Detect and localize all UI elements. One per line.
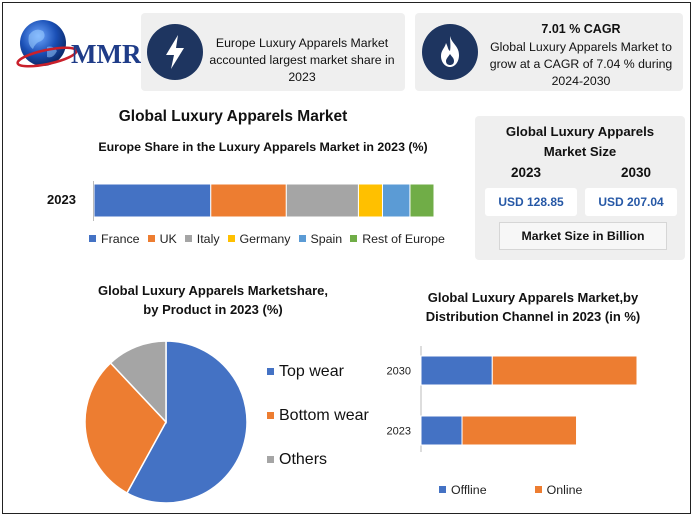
market-size-value-2030: USD 207.04	[585, 188, 677, 216]
europe-bar-segment-italy	[285, 184, 359, 217]
pie-legend-label: Others	[279, 451, 328, 468]
europe-legend-swatch	[147, 235, 155, 242]
globe-icon	[16, 20, 78, 68]
europe-bar-segment-rest-of-europe	[409, 184, 434, 217]
pie-chart-legend: Top wear Bottom wear Others	[267, 363, 377, 495]
europe-share-bar-chart	[94, 184, 434, 217]
flame-icon	[422, 24, 478, 80]
pie-slice-bottom-wear	[84, 361, 167, 495]
pie-legend-swatch	[267, 456, 274, 463]
market-size-unit-label: Market Size in Billion	[499, 222, 667, 250]
europe-legend-label: Spain	[310, 232, 343, 246]
channel-bar-offline-2023	[420, 415, 463, 446]
pie-legend-item-bottom-wear: Bottom wear	[267, 407, 377, 425]
europe-legend-item-uk: UK	[147, 232, 177, 246]
market-size-panel: Global Luxury Apparels Market Size 2023 …	[475, 116, 685, 260]
channel-legend-swatch	[439, 486, 446, 493]
channel-bar-online-2030	[491, 355, 638, 386]
europe-share-text: Europe Luxury Apparels Market accounted …	[209, 36, 395, 84]
pie-slice-top-wear	[125, 340, 248, 504]
product-pie-chart	[84, 340, 248, 504]
europe-bar-segment-france	[94, 184, 212, 217]
europe-legend-swatch	[184, 235, 192, 242]
market-size-year-2030: 2030	[621, 165, 652, 180]
pie-chart-title: Global Luxury Apparels Marketshare, by P…	[98, 283, 328, 317]
europe-legend-item-rest-of-europe: Rest of Europe	[350, 232, 445, 246]
europe-legend-swatch	[350, 235, 358, 242]
channel-bar-offline-2030	[420, 355, 493, 386]
europe-bar-segment-spain	[381, 184, 411, 217]
channel-category-label: 2030	[387, 366, 411, 378]
lightning-icon	[147, 24, 203, 80]
pie-slice-others	[109, 340, 167, 424]
europe-share-card: Europe Luxury Apparels Market accounted …	[141, 13, 405, 91]
logo-text: MMR	[71, 39, 142, 69]
europe-legend-label: France	[101, 232, 140, 246]
europe-legend-item-germany: Germany	[227, 232, 291, 246]
channel-chart-title: Global Luxury Apparels Market,by Distrib…	[425, 290, 641, 324]
europe-bar-segment-germany	[357, 184, 383, 217]
europe-legend-item-italy: Italy	[184, 232, 220, 246]
europe-legend-swatch	[89, 235, 96, 242]
channel-bar-online-2023	[461, 415, 578, 446]
channel-legend-item-offline: Offline	[439, 483, 487, 497]
europe-legend-swatch	[227, 235, 235, 242]
europe-bar-segment-uk	[210, 184, 287, 217]
channel-legend-swatch	[534, 486, 542, 493]
cagr-title: 7.01 % CAGR	[541, 22, 621, 36]
europe-legend-label: Rest of Europe	[362, 232, 445, 246]
channel-bar-chart: 2030 2023	[387, 346, 638, 452]
market-size-title: Global Luxury Apparels Market Size	[505, 124, 655, 159]
europe-legend-label: UK	[159, 232, 177, 246]
pie-legend-swatch	[267, 368, 274, 375]
pie-legend-label: Top wear	[279, 363, 344, 380]
pie-legend-item-top-wear: Top wear	[267, 363, 377, 381]
market-size-value-2023: USD 128.85	[485, 188, 577, 216]
channel-category-label: 2023	[387, 426, 411, 438]
main-title: Global Luxury Apparels Market	[118, 108, 348, 125]
channel-legend-label: Offline	[451, 483, 487, 497]
pie-legend-label: Bottom wear	[279, 407, 369, 424]
channel-legend-label: Online	[546, 483, 583, 497]
europe-legend-item-france: France	[89, 232, 140, 246]
market-size-year-2023: 2023	[511, 165, 542, 180]
infographic-frame: MMR Europe Luxury Apparels Market accoun…	[2, 2, 691, 514]
cagr-card: 7.01 % CAGR Global Luxury Apparels Marke…	[415, 13, 683, 91]
pie-legend-item-others: Others	[267, 451, 377, 469]
channel-chart-legend: Offline Online	[439, 483, 590, 497]
europe-legend-label: Germany	[239, 232, 291, 246]
europe-legend-label: Italy	[196, 232, 220, 246]
europe-chart-category-label: 2023	[47, 192, 76, 207]
pie-legend-swatch	[267, 412, 274, 419]
europe-chart-title: Europe Share in the Luxury Apparels Mark…	[98, 140, 428, 154]
europe-legend-item-spain: Spain	[298, 232, 343, 246]
europe-chart-legend: France UK Italy Germany Spain Rest of Europe	[89, 232, 453, 246]
channel-legend-item-online: Online	[534, 483, 583, 497]
europe-legend-swatch	[298, 235, 306, 242]
mmr-logo: MMR	[13, 17, 143, 73]
cagr-text: Global Luxury Apparels Market to grow at…	[489, 40, 673, 88]
